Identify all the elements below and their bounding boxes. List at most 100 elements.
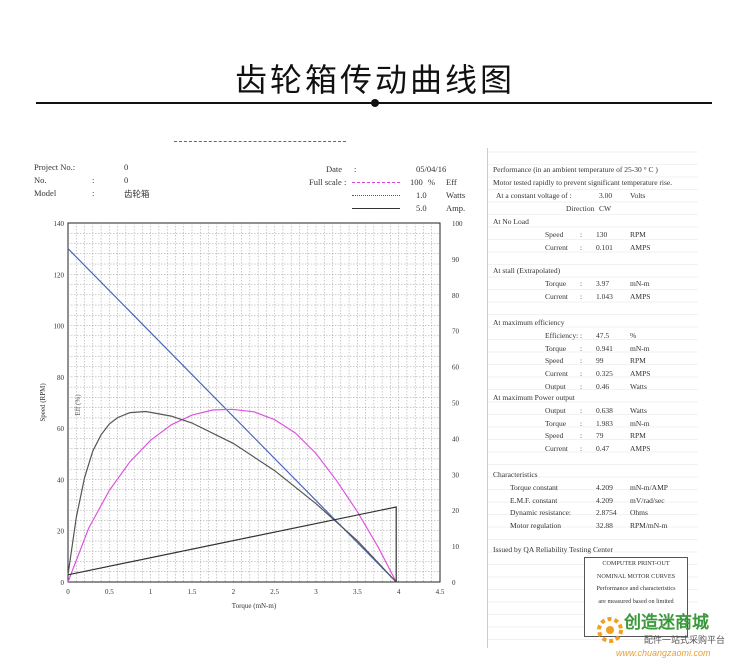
row-value: 0.101 [596, 242, 613, 252]
gear-icon [597, 617, 623, 643]
y-right-tick-label: 10 [452, 543, 460, 551]
row-label: Speed [545, 230, 564, 239]
y-left-tick-label: 40 [57, 476, 65, 484]
row-unit: mN-m [630, 343, 650, 353]
x-tick-label: 4 [397, 588, 401, 596]
section-title: At stall (Extrapolated) [493, 266, 561, 275]
row-value: 4.209 [596, 483, 613, 492]
x-axis-label: Torque (mN-m) [232, 602, 277, 610]
cert-line: NOMINAL MOTOR CURVES [596, 572, 676, 580]
gear-icon-hub [606, 626, 614, 634]
perf-line-2: Motor tested rapidly to prevent signific… [493, 178, 673, 187]
page-title: 齿轮箱传动曲线图 [234, 61, 515, 99]
row-value: 130 [596, 230, 608, 239]
section-title: At maximum efficiency [493, 318, 565, 327]
row-label: Speed [545, 356, 564, 366]
row-colon: : [580, 356, 583, 366]
row-label: Motor regulation [510, 521, 562, 531]
section-title: Characteristics [493, 470, 538, 479]
issued-by: Issued by QA Reliability Testing Center [493, 545, 613, 554]
watermark-url: www.chuangzaomi.com [616, 648, 711, 658]
watermark-brand: 创造迷商城 [623, 612, 709, 633]
row-unit: AMPS [630, 444, 651, 454]
cert-line: COMPUTER PRINT-OUT [602, 560, 670, 567]
row-value: 47.5 [596, 331, 610, 340]
plot-frame [67, 222, 441, 583]
section-title: At No Load [493, 217, 529, 226]
row-unit: mV/rad/sec [630, 495, 665, 505]
row-value: 0.325 [596, 369, 613, 379]
x-tick-label: 2 [232, 588, 236, 596]
cert-line: Performance and characteristics [596, 585, 676, 592]
row-label: E.M.F. constant [510, 495, 558, 505]
row-label: Dynamic resistance: [510, 508, 572, 518]
y-right-tick-label: 30 [452, 471, 460, 479]
row-label: Current [545, 444, 568, 454]
x-tick-label: 4.5 [436, 588, 445, 596]
row-label: Current [545, 291, 568, 301]
row-value: 99 [596, 356, 604, 366]
series-line-output [67, 410, 397, 583]
y-right-tick-label: 100 [452, 220, 463, 228]
voltage-unit: Volts [630, 191, 646, 200]
model-colon: : [92, 188, 95, 198]
row-label: Speed [545, 431, 564, 441]
fullscale-label: Full scale : [309, 177, 347, 187]
legend-watts-name: Watts [446, 190, 466, 200]
y-axis-label-speed: Speed (RPM) [39, 383, 47, 422]
row-label: Current [545, 242, 568, 252]
row-label: Torque [545, 343, 567, 353]
y-left-tick-label: 60 [57, 425, 65, 433]
row-colon: : [580, 369, 583, 379]
row-colon: : [580, 242, 583, 252]
y-right-tick-label: 70 [452, 328, 460, 336]
legend-watts-value: 1.0 [416, 190, 427, 200]
date-value: 05/04/16 [416, 164, 447, 174]
y-axis-label-eff: Eff (%) [74, 394, 82, 416]
y-left-tick-label: 140 [54, 220, 65, 228]
row-value: 0.941 [596, 343, 613, 353]
legend-eff-unit: % [428, 177, 436, 187]
x-tick-label: 3.5 [353, 588, 362, 596]
row-value: 1.043 [596, 291, 613, 301]
row-unit: mN-m/AMP [630, 483, 668, 492]
row-value: 1.983 [596, 418, 613, 428]
row-value: 2.8754 [596, 508, 617, 518]
row-unit: AMPS [630, 369, 651, 379]
row-value: 32.88 [596, 521, 613, 531]
model-label: Model [34, 188, 57, 198]
row-label: Output [545, 381, 566, 391]
row-unit: Watts [630, 381, 647, 391]
project-no-value: 0 [124, 162, 129, 172]
model-value: 齿轮箱 [124, 189, 150, 199]
row-unit: AMPS [630, 291, 651, 301]
row-unit: % [630, 331, 637, 340]
x-tick-label: 2.5 [270, 588, 279, 596]
y-left-tick-label: 0 [61, 579, 65, 587]
no-colon: : [92, 175, 95, 185]
no-label: No. [34, 175, 47, 185]
row-value: 3.97 [596, 279, 610, 288]
row-label: Output [545, 406, 566, 415]
row-value: 0.46 [596, 381, 610, 391]
title-rule-dot [371, 99, 379, 107]
row-value: 79 [596, 431, 604, 441]
series-line-eff [67, 408, 397, 583]
legend-amp-value: 5.0 [416, 203, 427, 213]
section-title: At maximum Power output [493, 393, 575, 402]
y-left-tick-label: 80 [57, 374, 65, 382]
row-unit: RPM/mN-m [630, 521, 668, 531]
row-colon: : [580, 230, 583, 239]
row-unit: RPM [630, 230, 646, 239]
y-right-tick-label: 40 [452, 435, 460, 443]
series-line-current [67, 506, 397, 582]
legend-watts-line [352, 195, 400, 196]
cert-line: are measured based on limited [598, 597, 674, 605]
row-unit: RPM [630, 431, 646, 441]
date-colon: : [354, 164, 357, 174]
watermark: 创造迷商城 配件一站式采购平台 www.chuangzaomi.com [597, 612, 725, 658]
row-colon: : [580, 406, 583, 415]
row-unit: Watts [630, 406, 647, 415]
project-no-label: Project No.: [34, 162, 76, 172]
legend-eff-value: 100 [410, 177, 423, 187]
